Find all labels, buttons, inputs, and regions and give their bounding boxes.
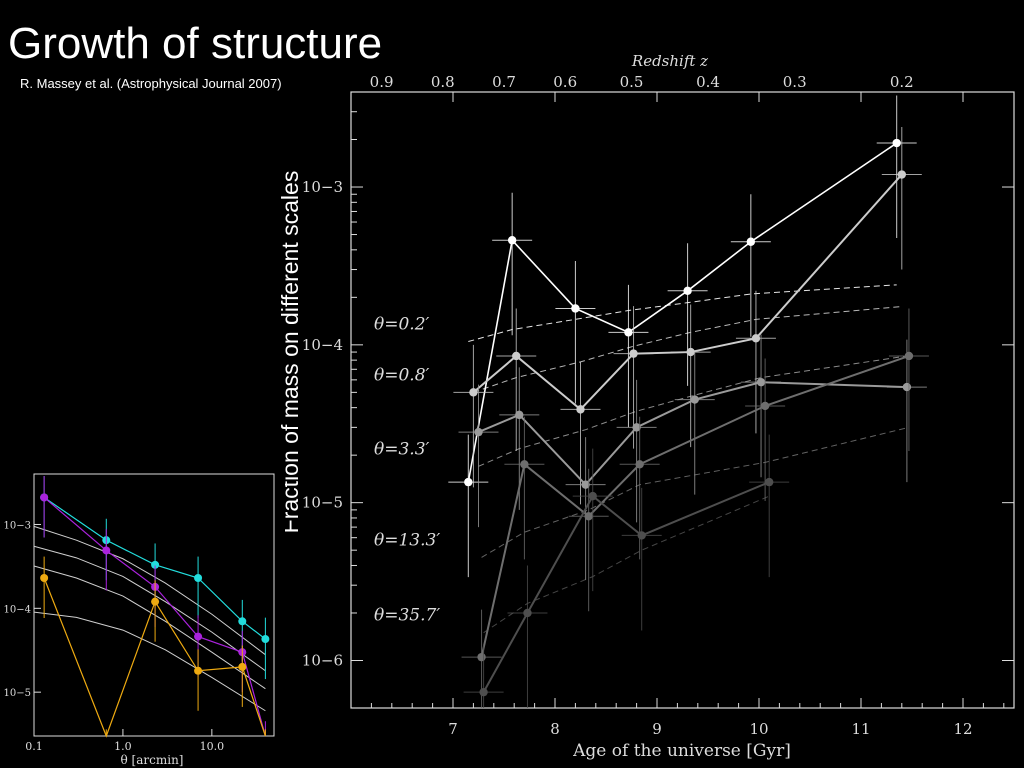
inset-data-point — [238, 617, 247, 626]
inset-data-point — [102, 546, 111, 555]
inset-data-point — [151, 597, 160, 606]
inset-data-point — [40, 493, 49, 502]
inset-series-line — [43, 577, 266, 738]
redshift-tick-label: 0.2 — [890, 73, 914, 91]
main-plot-frame — [350, 91, 1015, 709]
data-point — [584, 512, 593, 521]
page-title: Growth of structure — [8, 19, 383, 68]
data-point — [683, 286, 692, 296]
inset-model-curve — [33, 525, 266, 656]
x-tick-label: 8 — [550, 720, 560, 738]
data-point — [746, 237, 756, 246]
x-tick-label: 11 — [851, 720, 870, 738]
inset-model-curve — [33, 545, 266, 672]
inset-data-point — [194, 666, 203, 675]
data-point — [629, 349, 638, 358]
data-point — [686, 347, 695, 357]
y-tick-label: 10−4 — [302, 336, 343, 354]
series-label: θ=0.8′ — [374, 365, 430, 385]
data-point — [512, 351, 521, 361]
inset-data-point — [194, 632, 203, 641]
x2-axis-label: Redshift z — [631, 52, 708, 70]
data-point — [897, 170, 906, 179]
y-tick-label: 10−5 — [302, 494, 343, 512]
inset-x-tick-label: 10.0 — [200, 740, 225, 753]
inset-model-curve — [33, 611, 266, 712]
inset-y-tick-label: 10−4 — [4, 604, 31, 615]
redshift-tick-label: 0.3 — [783, 73, 807, 91]
series-label: θ=3.3′ — [374, 439, 430, 459]
inset-data-point — [238, 662, 247, 671]
data-point — [520, 460, 529, 469]
series-label: θ=13.3′ — [374, 530, 440, 550]
inset-y-tick-label: 10−3 — [4, 520, 31, 531]
data-point — [588, 491, 597, 501]
data-point — [469, 388, 478, 397]
data-point — [690, 395, 699, 404]
redshift-tick-label: 0.8 — [431, 73, 455, 91]
data-point — [571, 304, 580, 313]
data-point — [624, 328, 633, 337]
data-point — [751, 334, 761, 343]
citation: R. Massey et al. (Astrophysical Journal … — [20, 76, 282, 91]
data-point — [479, 687, 488, 697]
series-label: θ=0.2′ — [374, 314, 430, 334]
inset-data-point — [151, 560, 160, 569]
series-line — [480, 355, 910, 658]
inset-data-point — [194, 573, 203, 582]
data-point — [632, 423, 641, 432]
data-point — [581, 480, 590, 489]
x-tick-label: 12 — [953, 720, 972, 738]
y-tick-label: 10−6 — [302, 651, 343, 669]
data-point — [892, 138, 901, 148]
data-point — [635, 460, 644, 469]
y-tick-label: 10−3 — [302, 178, 343, 196]
redshift-tick-label: 0.7 — [492, 73, 516, 91]
x-tick-label: 7 — [448, 720, 458, 738]
x-tick-label: 9 — [652, 720, 662, 738]
inset-x-tick-label: 0.1 — [25, 740, 43, 753]
inset-series-line — [43, 496, 266, 640]
redshift-tick-label: 0.5 — [620, 73, 644, 91]
data-point — [474, 427, 483, 437]
data-point — [576, 405, 585, 414]
data-point — [464, 477, 473, 487]
data-point — [756, 377, 766, 387]
inset-model-curve — [33, 565, 266, 690]
data-point — [904, 351, 914, 361]
x-axis-label: Age of the universe [Gyr] — [572, 741, 791, 761]
inset-x-tick-label: 1.0 — [114, 740, 132, 753]
series-label: θ=35.7′ — [374, 606, 440, 626]
data-point — [507, 236, 517, 245]
data-point — [760, 401, 770, 411]
model-curve — [481, 426, 910, 558]
redshift-tick-label: 0.4 — [696, 73, 720, 91]
inset-plot-frame — [33, 473, 275, 737]
redshift-tick-label: 0.6 — [553, 73, 577, 91]
data-point — [515, 410, 524, 420]
data-point — [523, 608, 532, 618]
data-point — [765, 477, 774, 487]
redshift-tick-label: 0.9 — [370, 73, 394, 91]
inset-x-axis-label: θ [arcmin] — [121, 753, 184, 767]
inset-data-point — [261, 635, 270, 644]
x-tick-label: 10 — [749, 720, 768, 738]
inset-y-tick-label: 10−5 — [4, 688, 31, 699]
inset-data-point — [40, 573, 49, 582]
data-point — [637, 531, 646, 540]
